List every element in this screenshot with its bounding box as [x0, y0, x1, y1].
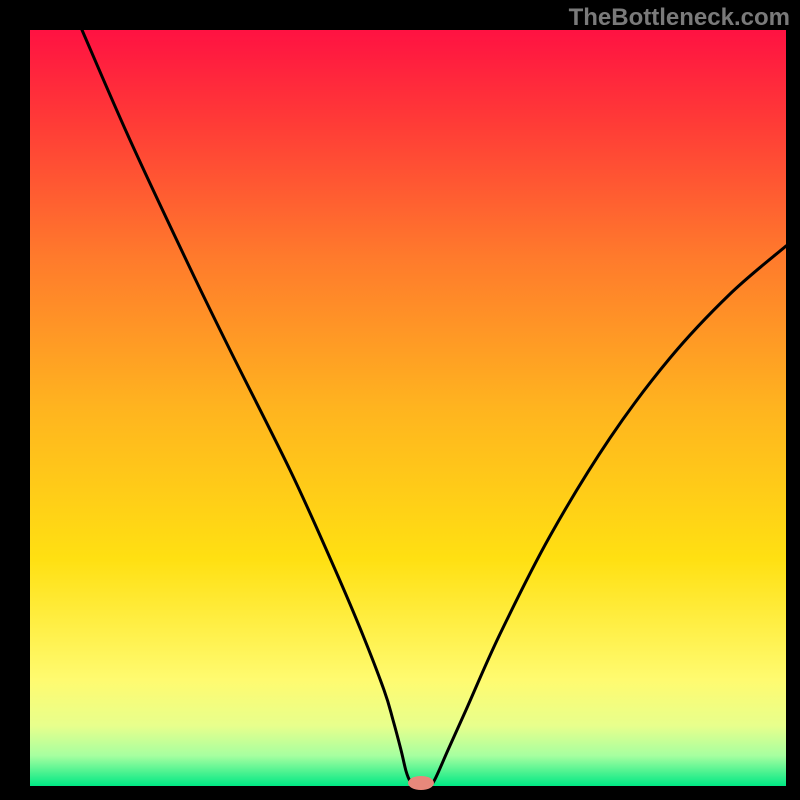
optimal-marker — [408, 776, 434, 790]
watermark-text: TheBottleneck.com — [569, 4, 790, 32]
plot-background — [30, 30, 786, 786]
chart-frame: TheBottleneck.com — [0, 0, 800, 800]
chart-svg — [0, 0, 800, 800]
